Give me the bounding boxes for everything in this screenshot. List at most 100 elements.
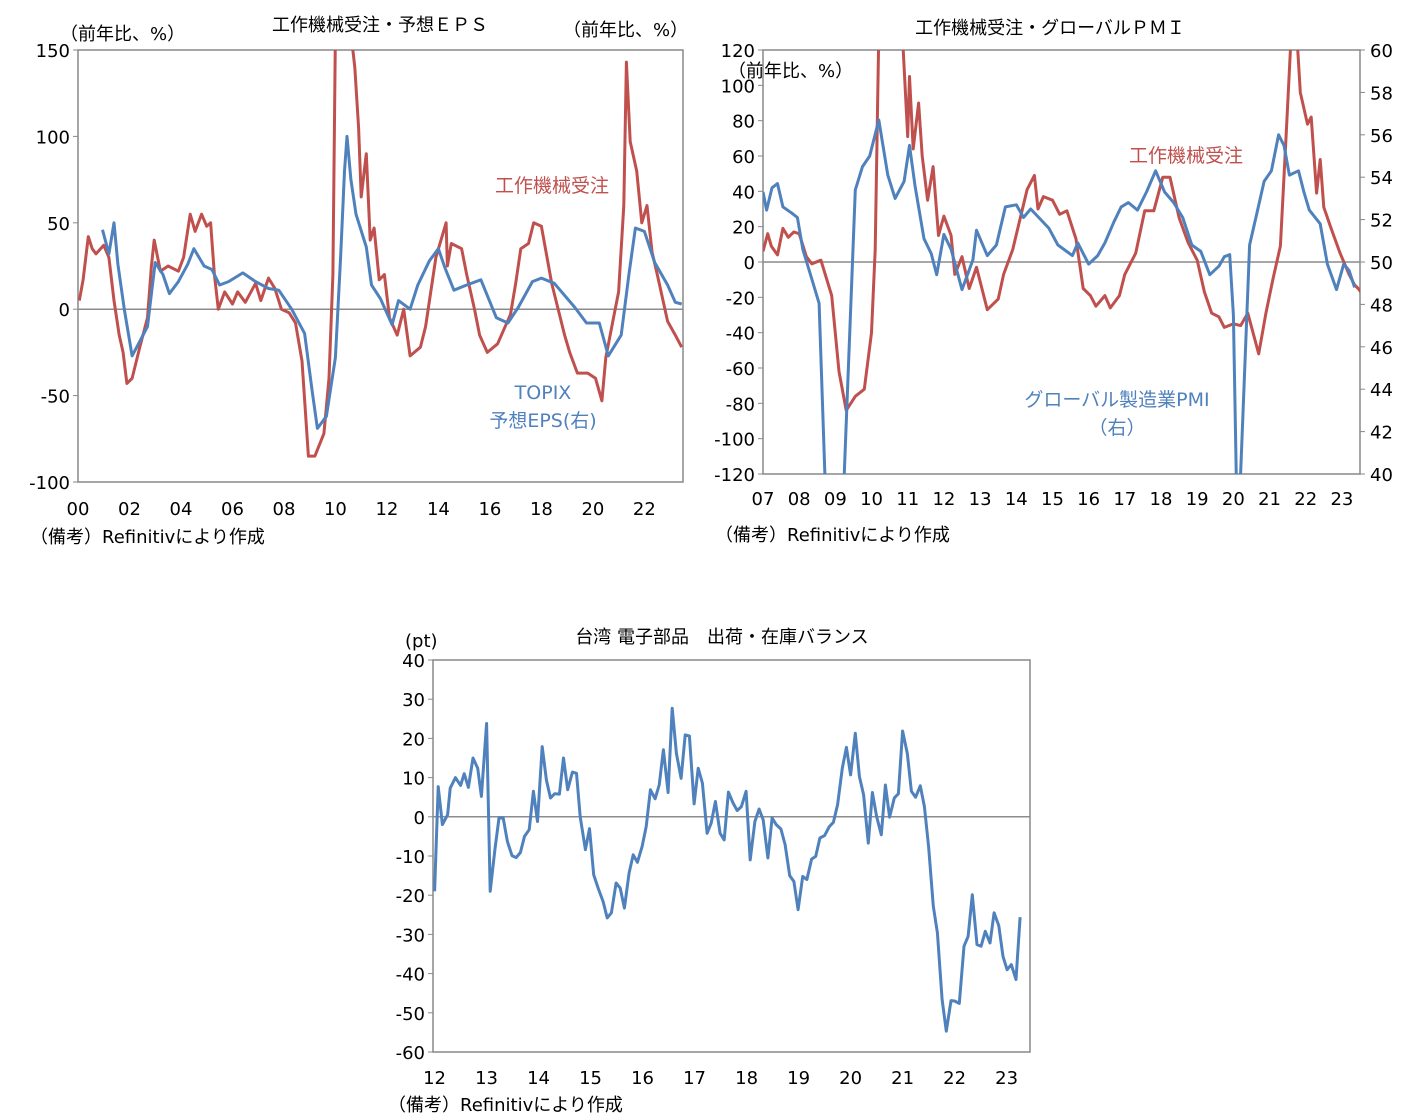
- y2-tick-label: 48: [1370, 295, 1393, 316]
- y-tick-label: 50: [47, 214, 70, 235]
- series-label: TOPIX: [514, 382, 572, 404]
- y-tick-label: 30: [402, 690, 425, 711]
- x-tick-label: 17: [683, 1068, 706, 1089]
- source-note: （備考）Refinitivにより作成: [30, 527, 265, 548]
- x-tick-label: 13: [475, 1068, 498, 1089]
- chart-title: 工作機械受注・予想ＥＰＳ: [272, 15, 488, 36]
- x-tick-label: 19: [1186, 489, 1209, 510]
- x-tick-label: 11: [896, 489, 919, 510]
- x-tick-label: 12: [423, 1068, 446, 1089]
- y-axis-unit-left: (pt): [405, 631, 438, 652]
- x-tick-label: 15: [579, 1068, 602, 1089]
- y-tick-label: 40: [732, 182, 755, 203]
- x-tick-label: 23: [995, 1068, 1018, 1089]
- y-tick-label: -60: [396, 1043, 425, 1064]
- y-axis-unit-right: （前年比、%）: [563, 20, 688, 41]
- series-label: 工作機械受注: [495, 175, 609, 197]
- y-tick-label: -20: [396, 886, 425, 907]
- y2-tick-label: 60: [1370, 41, 1393, 62]
- x-tick-label: 22: [943, 1068, 966, 1089]
- x-tick-label: 04: [170, 499, 193, 520]
- x-tick-label: 13: [969, 489, 992, 510]
- x-tick-label: 20: [1222, 489, 1245, 510]
- x-tick-label: 17: [1113, 489, 1136, 510]
- series-line-2: [763, 118, 1357, 474]
- y-tick-label: 100: [36, 127, 70, 148]
- x-tick-label: 02: [118, 499, 141, 520]
- y-tick-label: 10: [402, 769, 425, 790]
- y2-tick-label: 40: [1370, 465, 1393, 486]
- chart-3: 台湾 電子部品 出荷・在庫バランス (pt) （備考）Refinitivにより作成 4…: [388, 627, 1031, 1116]
- y-tick-label: -60: [726, 359, 755, 380]
- series-line-1: [763, 50, 1360, 412]
- x-tick-label: 18: [1150, 489, 1173, 510]
- chart-1: 工作機械受注・予想ＥＰＳ （前年比、%） （前年比、%） （備考）Refinitivに…: [29, 15, 688, 548]
- x-tick-label: 20: [581, 499, 604, 520]
- plot-frame: [77, 49, 684, 483]
- y-tick-label: 0: [414, 808, 425, 829]
- y2-tick-label: 54: [1370, 168, 1393, 189]
- x-tick-label: 21: [891, 1068, 914, 1089]
- y-axis-unit-left: （前年比、%）: [728, 61, 853, 82]
- x-tick-label: 12: [932, 489, 955, 510]
- x-tick-label: 18: [735, 1068, 758, 1089]
- y-tick-label: -20: [726, 288, 755, 309]
- x-tick-label: 10: [860, 489, 883, 510]
- x-tick-label: 09: [824, 489, 847, 510]
- x-tick-label: 22: [1294, 489, 1317, 510]
- x-tick-label: 16: [1077, 489, 1100, 510]
- x-tick-label: 15: [1041, 489, 1064, 510]
- y-tick-label: -40: [726, 324, 755, 345]
- y2-tick-label: 58: [1370, 83, 1393, 104]
- source-note: （備考）Refinitivにより作成: [388, 1095, 623, 1116]
- y-tick-label: -100: [714, 430, 755, 451]
- y-tick-label: 0: [744, 253, 755, 274]
- series-label: 予想EPS(右): [489, 410, 596, 432]
- x-tick-label: 20: [839, 1068, 862, 1089]
- x-tick-label: 07: [752, 489, 775, 510]
- x-tick-label: 16: [478, 499, 501, 520]
- y2-tick-label: 56: [1370, 126, 1393, 147]
- y-tick-label: 60: [732, 147, 755, 168]
- y-tick-label: -40: [396, 965, 425, 986]
- x-tick-label: 19: [787, 1068, 810, 1089]
- x-tick-label: 22: [633, 499, 656, 520]
- y-tick-label: 0: [59, 300, 70, 321]
- y2-tick-label: 44: [1370, 380, 1393, 401]
- x-tick-label: 00: [67, 499, 90, 520]
- series-line-1: [433, 706, 1022, 1033]
- x-tick-label: 16: [631, 1068, 654, 1089]
- y-tick-label: -80: [726, 394, 755, 415]
- y-tick-label: 120: [721, 41, 755, 62]
- y-tick-label: -100: [29, 473, 70, 494]
- y-tick-label: 100: [721, 76, 755, 97]
- y2-tick-label: 42: [1370, 423, 1393, 444]
- y-axis-unit-left: （前年比、%）: [60, 24, 185, 45]
- x-tick-label: 14: [1005, 489, 1028, 510]
- series-label: （右）: [1088, 417, 1145, 439]
- x-tick-label: 12: [375, 499, 398, 520]
- chart-title: 工作機械受注・グローバルＰＭＩ: [915, 18, 1185, 39]
- chart-title: 台湾 電子部品 出荷・在庫バランス: [575, 627, 868, 648]
- y-tick-label: 20: [732, 218, 755, 239]
- y-tick-label: -30: [396, 925, 425, 946]
- chart-2: 工作機械受注・グローバルＰＭＩ （前年比、%） （備考）Refinitivにより作成…: [714, 18, 1393, 546]
- y-tick-label: -50: [396, 1004, 425, 1025]
- x-tick-label: 08: [273, 499, 296, 520]
- y-tick-label: -50: [41, 387, 70, 408]
- x-tick-label: 14: [527, 1068, 550, 1089]
- series-label: グローバル製造業PMI: [1024, 389, 1209, 411]
- y-tick-label: 150: [36, 41, 70, 62]
- x-tick-label: 08: [788, 489, 811, 510]
- y-tick-label: 40: [402, 651, 425, 672]
- y2-tick-label: 50: [1370, 253, 1393, 274]
- x-tick-label: 14: [427, 499, 450, 520]
- y2-tick-label: 52: [1370, 211, 1393, 232]
- x-tick-label: 18: [530, 499, 553, 520]
- y2-tick-label: 46: [1370, 338, 1393, 359]
- y-tick-label: 80: [732, 112, 755, 133]
- x-tick-label: 21: [1258, 489, 1281, 510]
- x-tick-label: 23: [1330, 489, 1353, 510]
- series-line-2: [101, 134, 683, 430]
